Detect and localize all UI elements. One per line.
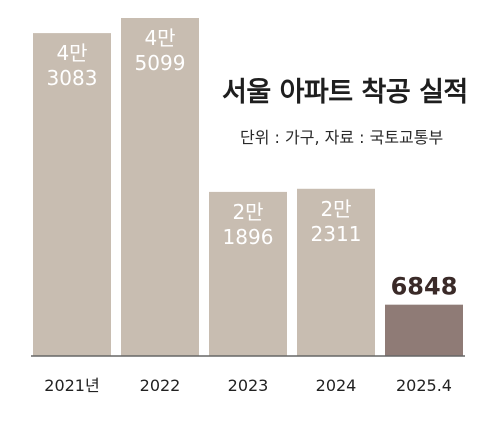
x-tick-label-4: 2025.4 <box>396 376 452 395</box>
bars-group <box>33 18 463 356</box>
x-tick-label-2: 2023 <box>228 376 269 395</box>
bar-2 <box>209 191 287 356</box>
bar-3 <box>297 188 375 356</box>
bar-1 <box>121 18 199 356</box>
chart-title: 서울 아파트 착공 실적 <box>222 77 468 108</box>
bar-value-label-3-line-0: 2만 <box>320 197 351 221</box>
bar-value-label-2-line-0: 2만 <box>232 200 263 224</box>
bar-value-label-1-line-1: 5099 <box>135 51 186 75</box>
x-tick-label-3: 2024 <box>316 376 357 395</box>
x-tick-label-1: 2022 <box>140 376 181 395</box>
bar-value-label-0-line-0: 4만 <box>56 41 87 65</box>
x-axis-ticks: 2021년 2022 2023 2024 2025.4 <box>44 376 452 395</box>
x-tick-label-0: 2021년 <box>44 376 99 395</box>
bar-0 <box>33 33 111 356</box>
bar-value-label-3-line-1: 2311 <box>311 222 362 246</box>
bar-value-label-0-line-1: 3083 <box>47 66 98 90</box>
bar-4 <box>385 304 463 356</box>
chart-subtitle: 단위 : 가구, 자료 : 국토교통부 <box>240 128 444 147</box>
bar-value-label-1-line-0: 4만 <box>144 26 175 50</box>
bar-value-label-4: 6848 <box>391 273 458 301</box>
bar-value-label-2-line-1: 1896 <box>223 225 274 249</box>
